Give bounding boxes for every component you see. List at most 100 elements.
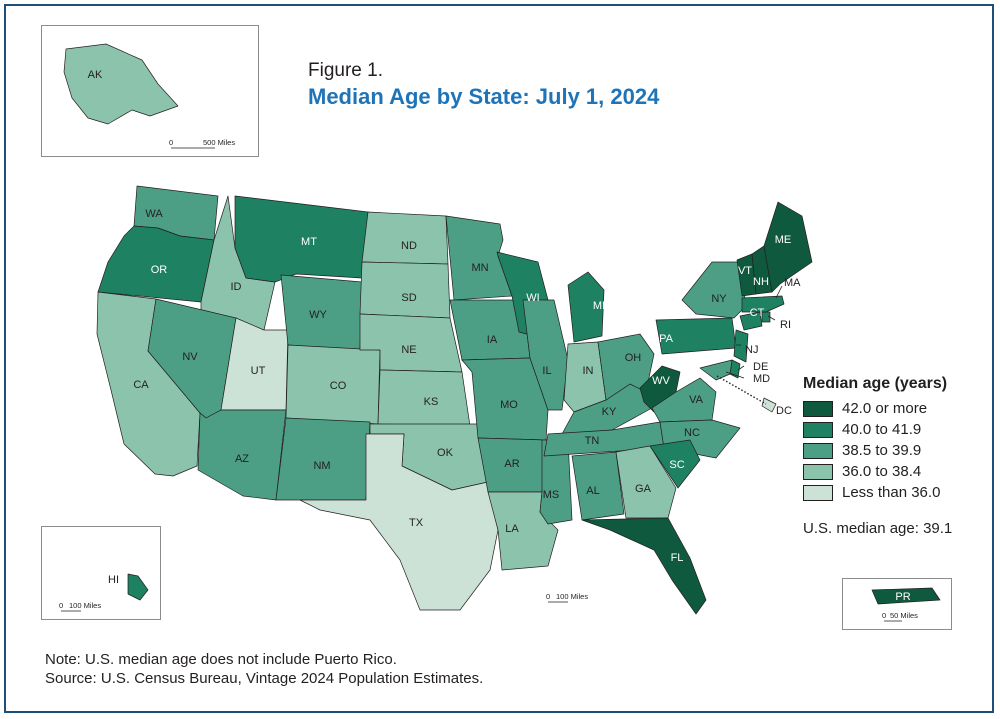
- scale-zero-puerto_rico: 0: [882, 611, 886, 620]
- state-ri: [761, 311, 771, 323]
- scale-zero-mainland: 0: [546, 592, 550, 601]
- state-label-nm: NM: [313, 460, 330, 472]
- state-label-sd: SD: [401, 292, 416, 304]
- state-label-ma: MA: [784, 277, 801, 289]
- leader-line-ma: [775, 285, 783, 299]
- state-label-nd: ND: [401, 240, 417, 252]
- state-label-ne: NE: [401, 344, 416, 356]
- state-label-sc: SC: [669, 459, 684, 471]
- state-ct: [739, 311, 763, 331]
- state-label-ri: RI: [780, 319, 791, 331]
- state-ak: [63, 43, 179, 125]
- state-dc: [761, 397, 777, 413]
- state-label-ca: CA: [133, 379, 149, 391]
- leader-line-md: [725, 371, 745, 379]
- state-label-ms: MS: [543, 489, 560, 501]
- legend-item: 38.5 to 39.9: [803, 441, 947, 460]
- legend-label: 36.0 to 38.4: [842, 463, 922, 480]
- state-label-hi: HI: [108, 574, 119, 586]
- scale-distance-alaska: 500 Miles: [203, 138, 235, 147]
- legend-title: Median age (years): [803, 375, 948, 392]
- state-label-al: AL: [586, 485, 599, 497]
- state-label-mt: MT: [301, 236, 317, 248]
- legend-swatch: [803, 442, 833, 459]
- legend-item: 36.0 to 38.4: [803, 462, 947, 481]
- state-label-la: LA: [505, 523, 519, 535]
- state-label-vt: VT: [738, 265, 752, 277]
- state-label-fl: FL: [671, 552, 684, 564]
- state-sc: [649, 439, 701, 489]
- legend-item: Less than 36.0: [803, 483, 947, 502]
- figure-label: Figure 1.: [308, 60, 383, 81]
- state-label-in: IN: [583, 365, 594, 377]
- state-label-pa: PA: [659, 333, 674, 345]
- state-label-or: OR: [151, 264, 168, 276]
- scale-distance-puerto_rico: 50 Miles: [890, 611, 918, 620]
- state-label-ky: KY: [602, 406, 617, 418]
- state-label-me: ME: [775, 234, 792, 246]
- figure-title: Median Age by State: July 1, 2024: [308, 84, 660, 109]
- legend-label: 40.0 to 41.9: [842, 421, 922, 438]
- state-label-tn: TN: [585, 435, 600, 447]
- map-legend: Median age (years) 42.0 or more 40.0 to …: [803, 375, 947, 504]
- leader-line-de: [737, 365, 745, 371]
- state-mi: [567, 271, 605, 343]
- scale-zero-hawaii: 0: [59, 601, 63, 610]
- state-il: [522, 299, 569, 411]
- state-label-ny: NY: [711, 293, 727, 305]
- legend-swatch: [803, 484, 833, 501]
- legend-swatch: [803, 400, 833, 417]
- state-md: [699, 359, 733, 381]
- state-label-co: CO: [330, 380, 347, 392]
- state-label-ga: GA: [635, 483, 652, 495]
- state-ny: [681, 261, 747, 319]
- state-label-ar: AR: [504, 458, 519, 470]
- state-label-wa: WA: [145, 208, 163, 220]
- leader-line-ri: [767, 315, 776, 321]
- legend-item: 42.0 or more: [803, 399, 947, 418]
- state-fl: [581, 517, 707, 615]
- source-text: Source: U.S. Census Bureau, Vintage 2024…: [45, 670, 484, 687]
- legend-label: Less than 36.0: [842, 484, 941, 501]
- state-sd: [359, 261, 451, 319]
- state-label-tx: TX: [409, 517, 424, 529]
- note-text: Note: U.S. median age does not include P…: [45, 651, 397, 668]
- notes: Note: U.S. median age does not include P…: [45, 650, 483, 688]
- legend-swatch: [803, 421, 833, 438]
- state-ma: [741, 295, 785, 313]
- state-label-id: ID: [231, 281, 242, 293]
- scale-zero-alaska: 0: [169, 138, 173, 147]
- legend-swatch: [803, 463, 833, 480]
- legend-label: 38.5 to 39.9: [842, 442, 922, 459]
- state-label-pr: PR: [895, 591, 910, 603]
- state-label-ks: KS: [424, 396, 439, 408]
- state-label-az: AZ: [235, 453, 249, 465]
- state-label-ct: CT: [750, 307, 765, 319]
- state-pr: [871, 587, 941, 605]
- state-label-nh: NH: [753, 276, 769, 288]
- state-label-mo: MO: [500, 399, 518, 411]
- state-nj: [733, 329, 749, 363]
- state-label-nv: NV: [182, 351, 198, 363]
- state-hi: [127, 573, 149, 601]
- state-az: [197, 409, 287, 501]
- state-label-mn: MN: [471, 262, 488, 274]
- leader-line-dc: [716, 375, 767, 405]
- scale-distance-hawaii: 100 Miles: [69, 601, 101, 610]
- state-label-ak: AK: [88, 69, 103, 81]
- state-label-nj: NJ: [745, 344, 758, 356]
- legend-label: 42.0 or more: [842, 400, 928, 417]
- state-label-ok: OK: [437, 447, 454, 459]
- scale-distance-mainland: 100 Miles: [556, 592, 588, 601]
- state-me: [763, 201, 813, 293]
- state-label-il: IL: [542, 365, 551, 377]
- state-label-de: DE: [753, 361, 768, 373]
- state-label-ia: IA: [487, 334, 498, 346]
- state-nd: [361, 211, 449, 265]
- legend-item: 40.0 to 41.9: [803, 420, 947, 439]
- hawaii-inset: [41, 526, 161, 620]
- state-label-wy: WY: [309, 309, 327, 321]
- state-tx: [299, 433, 499, 611]
- state-ga: [615, 445, 677, 519]
